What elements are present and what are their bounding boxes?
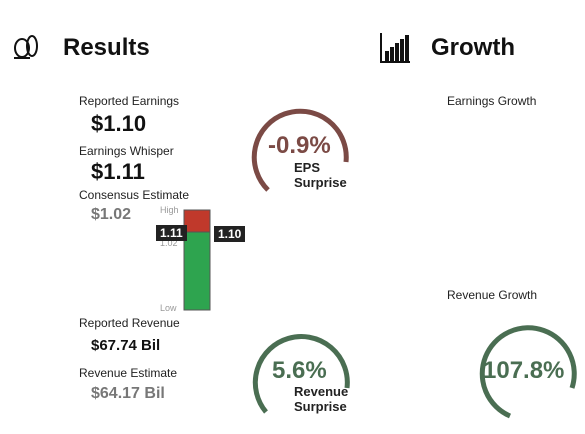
label: Revenue Estimate [79, 366, 178, 380]
value: $67.74 Bil [91, 337, 161, 354]
value: $64.17 Bil [91, 385, 165, 402]
label: Earnings Growth [447, 94, 537, 108]
value: $1.11 [91, 159, 145, 184]
range-tag: 1.11 [156, 225, 187, 241]
label: Reported Earnings [79, 94, 180, 108]
gauge-value: 107.8% [483, 357, 565, 384]
range-label: Low [160, 303, 177, 313]
eps-gauge-arc [251, 108, 349, 192]
value: $1.02 [91, 206, 132, 223]
range-label: High [160, 205, 179, 215]
section-title: Growth [431, 34, 515, 61]
label: Reported Revenue [79, 316, 180, 330]
revenue-gauge-arc [252, 334, 350, 414]
gauge-value: 5.6% [272, 357, 327, 384]
label: Revenue Growth [447, 288, 538, 302]
label: Earnings Whisper [79, 144, 174, 158]
gauge-label: EPS Surprise [294, 160, 347, 190]
range-bar-top [183, 209, 211, 233]
label: Consensus Estimate [79, 188, 190, 202]
results-icon [14, 35, 38, 59]
section-title: Results [63, 34, 150, 61]
range-tag: 1.10 [214, 226, 246, 242]
growth-icon [380, 33, 410, 63]
gauge-value: -0.9% [268, 132, 331, 159]
gauge-label: Revenue Surprise [294, 384, 349, 414]
value: $1.10 [91, 111, 147, 136]
growth-gauge-arc [479, 325, 577, 419]
range-label: 1.02 [160, 238, 178, 248]
